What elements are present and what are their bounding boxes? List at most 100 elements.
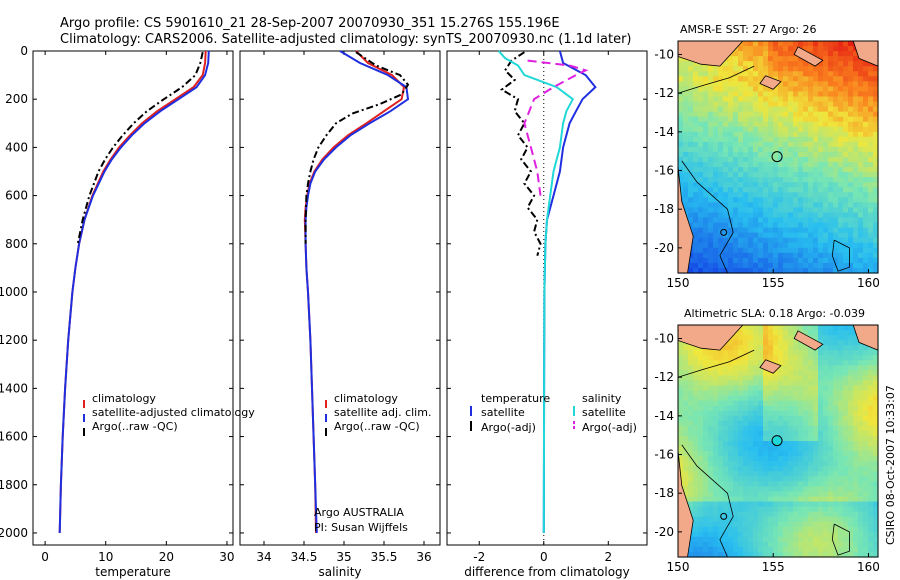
map-cell <box>693 197 699 203</box>
map-cell <box>838 167 844 173</box>
map-cell <box>738 496 744 503</box>
map-cell <box>678 435 684 442</box>
map-cell <box>708 197 714 203</box>
map-cell <box>713 182 719 188</box>
sst-map-title: AMSR-E SST: 27 Argo: 26 <box>680 23 817 36</box>
map-cell <box>873 222 879 229</box>
map-cell <box>838 370 844 377</box>
map-cell <box>798 262 804 269</box>
map-cell <box>758 197 764 203</box>
map-cell <box>768 116 774 123</box>
map-cell <box>703 232 709 239</box>
map-cell <box>863 541 869 548</box>
map-cell <box>828 325 834 331</box>
x-tick-label: 20 <box>159 550 174 564</box>
map-cell <box>768 212 774 219</box>
map-cell <box>743 531 749 538</box>
y-tick-label: 1000 <box>0 285 28 299</box>
map-cell <box>748 86 754 93</box>
salinity-x-axis-label: salinity <box>318 565 361 579</box>
map-cell <box>853 81 859 87</box>
map-cell <box>738 202 744 209</box>
map-cell <box>713 111 719 118</box>
map-cell <box>813 76 819 82</box>
map-cell <box>693 81 699 87</box>
map-cell <box>773 192 779 198</box>
map-cell <box>803 370 809 377</box>
map-cell <box>738 340 744 346</box>
map-cell <box>848 461 854 467</box>
map-cell <box>763 131 769 138</box>
map-cell <box>823 486 829 493</box>
map-cell <box>843 207 849 214</box>
map-cell <box>748 126 754 133</box>
map-cell <box>748 476 754 482</box>
map-cell <box>713 81 719 87</box>
map-cell <box>813 486 819 493</box>
map-cell <box>793 247 799 254</box>
map-cell <box>848 61 854 67</box>
map-cell <box>713 466 719 472</box>
map-cell <box>833 151 839 158</box>
map-cell <box>768 197 774 203</box>
map-cell <box>723 471 729 477</box>
map-cell <box>728 242 734 249</box>
map-cell <box>713 96 719 103</box>
map-cell <box>838 395 844 402</box>
map-cell <box>718 476 724 482</box>
map-cell <box>743 146 749 153</box>
map-cell <box>748 182 754 188</box>
map-cell <box>863 551 869 558</box>
map-cell <box>678 96 684 103</box>
map-cell <box>833 511 839 518</box>
map-cell <box>768 335 774 341</box>
y-tick-label: 1600 <box>0 430 28 444</box>
map-cell <box>748 390 754 397</box>
map-cell <box>778 420 784 427</box>
map-cell <box>858 456 864 462</box>
map-cell <box>723 131 729 138</box>
map-cell <box>688 390 694 397</box>
map-cell <box>703 506 709 513</box>
map-cell <box>863 451 869 457</box>
map-cell <box>828 486 834 493</box>
map-cell <box>728 415 734 422</box>
map-cell <box>758 390 764 397</box>
map-cell <box>833 551 839 558</box>
map-cell <box>793 546 799 553</box>
map-cell <box>713 187 719 193</box>
map-cell <box>753 511 759 518</box>
map-cell <box>708 162 714 168</box>
map-cell <box>763 187 769 193</box>
map-cell <box>833 187 839 193</box>
map-cell <box>768 420 774 427</box>
map-cell <box>688 486 694 493</box>
map-cell <box>728 345 734 351</box>
map-cell <box>688 262 694 269</box>
map-cell <box>728 521 734 528</box>
x-tick-label: 150 <box>667 276 690 290</box>
map-cell <box>713 446 719 452</box>
map-cell <box>773 116 779 123</box>
map-cell <box>808 441 814 447</box>
map-cell <box>743 257 749 264</box>
map-cell <box>678 56 684 62</box>
map-cell <box>818 370 824 377</box>
map-cell <box>683 96 689 103</box>
map-cell <box>763 202 769 209</box>
map-cell <box>768 91 774 98</box>
map-cell <box>713 441 719 447</box>
map-cell <box>778 400 784 407</box>
map-cell <box>763 506 769 513</box>
map-cell <box>873 420 879 427</box>
map-cell <box>713 380 719 387</box>
map-cell <box>833 116 839 123</box>
map-cell <box>783 350 789 356</box>
map-cell <box>808 81 814 87</box>
map-cell <box>713 456 719 462</box>
map-cell <box>743 360 749 366</box>
map-cell <box>788 370 794 377</box>
map-cell <box>868 86 874 93</box>
map-cell <box>823 136 829 143</box>
map-cell <box>783 536 789 543</box>
